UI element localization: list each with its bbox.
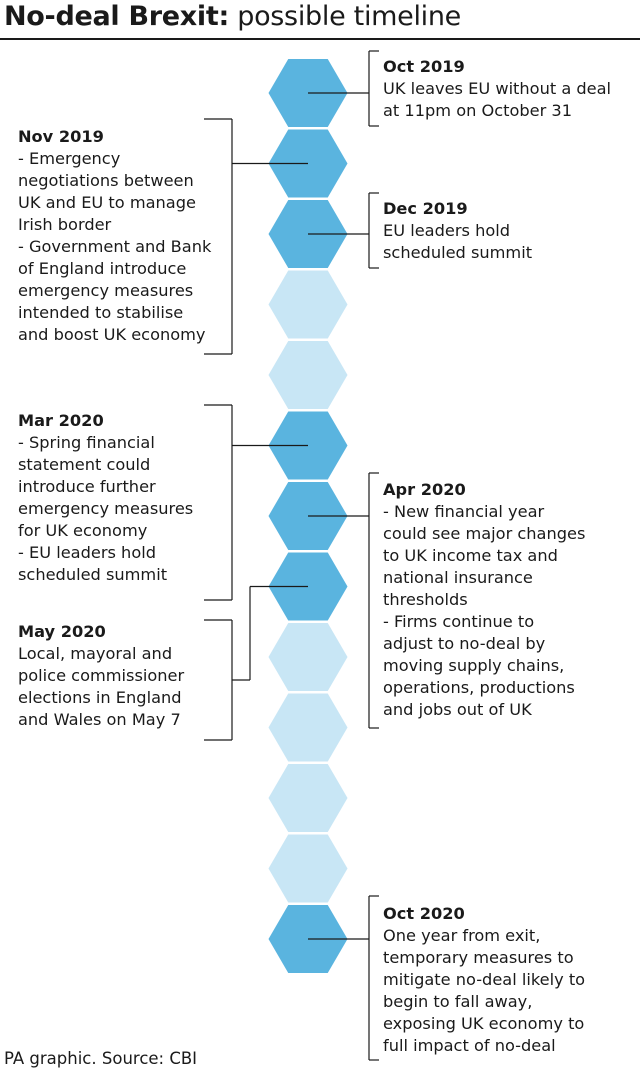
event-nov-2019: Nov 2019 - Emergency negotiations betwee…: [18, 126, 211, 346]
title-rule: [0, 38, 640, 40]
event-line: intended to stabilise: [18, 303, 184, 322]
event-date: Oct 2020: [383, 904, 465, 923]
title-rest: possible timeline: [228, 1, 461, 32]
event-line: negotiations between: [18, 171, 194, 190]
event-line: adjust to no-deal by: [383, 634, 546, 653]
event-date: Oct 2019: [383, 57, 465, 76]
event-line: - Firms continue to: [383, 612, 535, 631]
event-oct-2019: Oct 2019 UK leaves EU without a deal at …: [383, 56, 611, 122]
event-line: statement could: [18, 455, 151, 474]
event-line: - EU leaders hold: [18, 543, 156, 562]
event-line: and jobs out of UK: [383, 700, 532, 719]
event-date: Apr 2020: [383, 480, 466, 499]
event-line: begin to fall away,: [383, 992, 533, 1011]
event-line: - New financial year: [383, 502, 545, 521]
event-line: - Spring financial: [18, 433, 155, 452]
event-line: Local, mayoral and: [18, 644, 173, 663]
title-bold: No-deal Brexit:: [4, 1, 229, 32]
hexagon-light: [268, 623, 348, 691]
event-date: Dec 2019: [383, 199, 468, 218]
event-line: exposing UK economy to: [383, 1014, 585, 1033]
event-line: thresholds: [383, 590, 468, 609]
event-line: at 11pm on October 31: [383, 101, 573, 120]
hexagon-light: [268, 341, 348, 409]
event-line: and boost UK economy: [18, 325, 206, 344]
event-line: could see major changes: [383, 524, 586, 543]
event-line: mitigate no-deal likely to: [383, 970, 586, 989]
page-title: No-deal Brexit: possible timeline: [4, 0, 461, 34]
event-line: and Wales on May 7: [18, 710, 181, 729]
event-line: temporary measures to: [383, 948, 574, 967]
event-line: moving supply chains,: [383, 656, 565, 675]
event-line: operations, productions: [383, 678, 575, 697]
event-line: Irish border: [18, 215, 112, 234]
event-line: of England introduce: [18, 259, 187, 278]
event-date: Nov 2019: [18, 127, 104, 146]
event-line: for UK economy: [18, 521, 148, 540]
event-oct-2020: Oct 2020 One year from exit, temporary m…: [383, 903, 585, 1057]
event-line: scheduled summit: [383, 243, 533, 262]
event-date: May 2020: [18, 622, 106, 641]
event-line: elections in England: [18, 688, 182, 707]
event-line: police commissioner: [18, 666, 185, 685]
event-line: emergency measures: [18, 281, 194, 300]
event-apr-2020: Apr 2020 - New financial year could see …: [383, 479, 585, 721]
event-date: Mar 2020: [18, 411, 104, 430]
event-line: full impact of no-deal: [383, 1036, 556, 1055]
source-credit: PA graphic. Source: CBI: [4, 1049, 198, 1068]
event-line: - Emergency: [18, 149, 121, 168]
event-line: UK and EU to manage: [18, 193, 196, 212]
event-may-2020: May 2020 Local, mayoral and police commi…: [18, 621, 184, 731]
event-mar-2020: Mar 2020 - Spring financial statement co…: [18, 410, 193, 586]
event-line: national insurance: [383, 568, 533, 587]
hexagon-light: [268, 834, 348, 903]
event-line: emergency measures: [18, 499, 194, 518]
event-line: UK leaves EU without a deal: [383, 79, 612, 98]
hexagon-light: [268, 693, 348, 762]
event-line: - Government and Bank: [18, 237, 212, 256]
event-line: introduce further: [18, 477, 156, 496]
event-line: to UK income tax and: [383, 546, 558, 565]
event-line: One year from exit,: [383, 926, 541, 945]
event-line: scheduled summit: [18, 565, 168, 584]
hexagon-light: [268, 270, 348, 339]
event-dec-2019: Dec 2019 EU leaders hold scheduled summi…: [383, 198, 532, 264]
event-line: EU leaders hold: [383, 221, 511, 240]
hexagon-light: [268, 764, 348, 832]
